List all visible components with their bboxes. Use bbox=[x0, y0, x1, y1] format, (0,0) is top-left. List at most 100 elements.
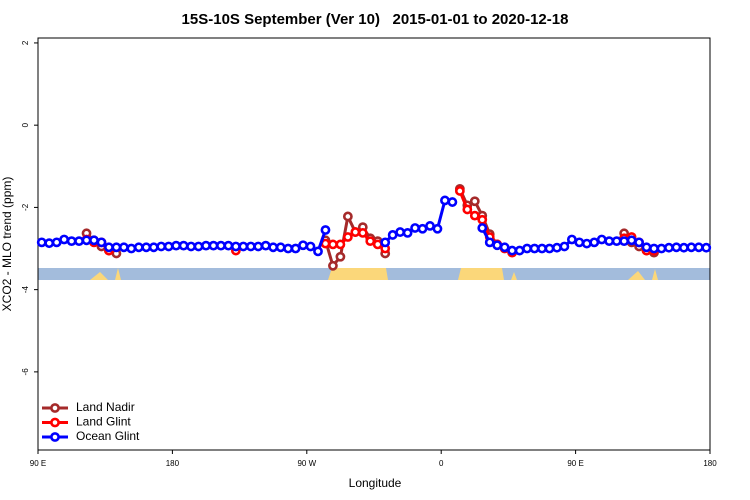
data-point bbox=[126, 243, 137, 254]
data-point bbox=[66, 236, 77, 247]
data-point bbox=[387, 230, 398, 240]
data-point bbox=[305, 241, 316, 252]
data-point bbox=[148, 242, 159, 253]
land-ocean-band bbox=[38, 268, 710, 280]
data-point bbox=[298, 240, 308, 251]
data-point bbox=[469, 196, 480, 207]
data-point bbox=[141, 242, 152, 253]
data-point bbox=[357, 227, 368, 238]
data-point bbox=[74, 236, 84, 247]
data-point bbox=[559, 241, 570, 252]
data-point bbox=[447, 197, 458, 207]
data-point bbox=[656, 243, 667, 254]
data-point bbox=[499, 242, 510, 253]
data-point bbox=[51, 237, 62, 248]
y-tick-label: -2 bbox=[21, 203, 30, 211]
data-point bbox=[649, 243, 659, 254]
y-axis-label: XCO2 - MLO trend (ppm) bbox=[0, 177, 14, 312]
data-point bbox=[365, 236, 376, 247]
data-point bbox=[477, 214, 488, 225]
data-point bbox=[611, 236, 622, 247]
data-point bbox=[328, 239, 338, 250]
legend-label: Land Glint bbox=[76, 415, 131, 429]
data-point bbox=[417, 223, 428, 234]
data-point bbox=[104, 242, 114, 253]
land-band bbox=[115, 268, 121, 280]
land-band bbox=[511, 272, 517, 280]
x-tick-label: 180 bbox=[166, 459, 180, 468]
data-point bbox=[283, 243, 294, 254]
data-point bbox=[552, 242, 562, 253]
y-tick-label: -6 bbox=[21, 368, 30, 376]
land-band bbox=[652, 269, 658, 280]
data-point bbox=[462, 204, 473, 215]
chart-title: 15S-10S September (Ver 10) 2015-01-01 to… bbox=[182, 11, 569, 28]
legend-label: Ocean Glint bbox=[76, 429, 140, 443]
data-point bbox=[589, 237, 600, 248]
land-band bbox=[328, 268, 388, 280]
data-point bbox=[111, 242, 122, 253]
data-point bbox=[686, 242, 697, 253]
series-line bbox=[85, 188, 655, 269]
data-point bbox=[238, 241, 249, 252]
data-point bbox=[313, 246, 323, 257]
legend-marker bbox=[50, 432, 60, 442]
y-tick-label: -4 bbox=[21, 286, 30, 294]
data-point bbox=[581, 238, 592, 249]
data-point bbox=[163, 241, 174, 252]
data-point bbox=[230, 241, 241, 252]
legend-marker bbox=[50, 403, 60, 413]
x-tick-label: 0 bbox=[439, 459, 444, 468]
data-point bbox=[245, 241, 256, 252]
data-point bbox=[604, 236, 615, 247]
data-point bbox=[641, 242, 652, 253]
data-point bbox=[402, 227, 413, 238]
data-point bbox=[693, 242, 704, 253]
data-point bbox=[36, 237, 47, 248]
data-point bbox=[44, 238, 55, 249]
data-point bbox=[96, 237, 107, 248]
x-tick-label: 90 E bbox=[30, 459, 46, 468]
data-point bbox=[619, 236, 630, 247]
data-point bbox=[514, 245, 525, 256]
data-point bbox=[477, 223, 488, 233]
data-point bbox=[328, 260, 338, 271]
data-point bbox=[596, 234, 607, 245]
data-point bbox=[342, 232, 353, 242]
data-point bbox=[544, 243, 555, 254]
data-point bbox=[201, 240, 211, 251]
land-band bbox=[90, 272, 108, 280]
data-point bbox=[671, 242, 682, 253]
data-point bbox=[492, 240, 503, 251]
data-point bbox=[335, 251, 346, 262]
data-point bbox=[290, 243, 301, 254]
data-point bbox=[156, 241, 167, 252]
legend-label: Land Nadir bbox=[76, 400, 135, 414]
data-point bbox=[395, 227, 406, 237]
data-point bbox=[454, 186, 465, 196]
data-point bbox=[634, 237, 644, 248]
data-point bbox=[171, 240, 182, 251]
data-point bbox=[380, 237, 391, 248]
x-tick-label: 90 E bbox=[567, 459, 583, 468]
land-band bbox=[628, 271, 645, 280]
data-point bbox=[133, 242, 144, 253]
data-point bbox=[223, 240, 234, 251]
data-point bbox=[216, 240, 226, 251]
data-point bbox=[186, 241, 196, 252]
data-point bbox=[268, 242, 279, 253]
x-tick-label: 180 bbox=[703, 459, 717, 468]
data-point bbox=[529, 243, 540, 254]
y-tick-label: 0 bbox=[21, 122, 30, 127]
legend-marker bbox=[50, 417, 60, 428]
data-point bbox=[118, 242, 129, 253]
data-point bbox=[178, 240, 189, 251]
data-point bbox=[253, 241, 264, 252]
data-point bbox=[193, 241, 204, 252]
data-point bbox=[342, 211, 353, 222]
data-point bbox=[89, 235, 99, 246]
data-point bbox=[522, 243, 532, 254]
x-tick-label: 90 W bbox=[297, 459, 316, 468]
